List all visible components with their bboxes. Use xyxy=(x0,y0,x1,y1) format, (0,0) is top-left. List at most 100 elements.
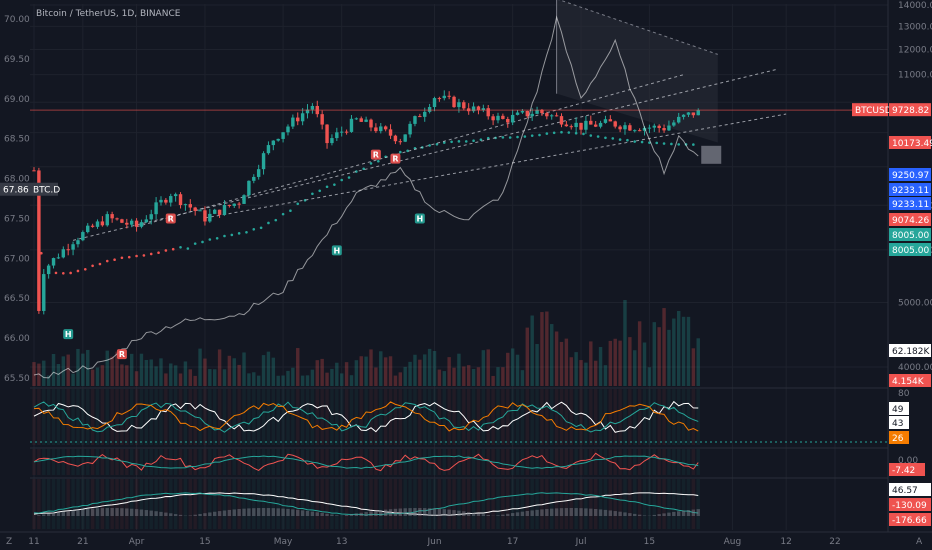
osc3-histogram-bar xyxy=(574,508,578,516)
pane-band xyxy=(281,479,285,529)
candle-body xyxy=(398,141,403,143)
ma-dot xyxy=(545,132,549,135)
pattern-marker xyxy=(165,213,176,224)
trendline xyxy=(136,74,684,228)
pane-band xyxy=(579,389,583,445)
pane-band xyxy=(486,389,490,445)
pane-band xyxy=(134,389,139,445)
ma-dot xyxy=(435,142,439,146)
osc3-histogram-bar xyxy=(71,510,75,516)
volume-bar xyxy=(217,349,222,386)
pane-band xyxy=(237,389,241,445)
candle-body xyxy=(188,204,193,208)
ma-dot xyxy=(640,140,644,144)
osc3-histogram-bar xyxy=(530,510,534,516)
pane-band xyxy=(657,479,661,529)
osc3-histogram-bar xyxy=(95,508,100,516)
pane-band xyxy=(208,389,212,445)
volume-bar xyxy=(613,338,617,386)
osc3-histogram-bar xyxy=(471,512,476,516)
candle-body xyxy=(579,122,583,130)
candle-body xyxy=(193,207,197,211)
candle-body xyxy=(633,130,637,132)
candle-body xyxy=(647,127,652,129)
pane-band xyxy=(276,389,280,445)
pane-band xyxy=(305,389,310,445)
volume-bar xyxy=(261,355,266,386)
pane-band xyxy=(496,389,500,445)
pane-band xyxy=(56,479,61,529)
pane-band xyxy=(325,389,329,445)
osc3-histogram-bar xyxy=(579,508,583,516)
candle-body xyxy=(310,105,315,110)
ma-dot xyxy=(83,267,87,271)
pane-band xyxy=(554,449,559,475)
pane-band xyxy=(530,449,534,475)
osc3-histogram-bar xyxy=(681,510,686,516)
osc3-histogram-bar xyxy=(442,509,446,516)
osc3-histogram-bar xyxy=(90,508,95,516)
candle-body xyxy=(369,119,373,128)
volume-bar xyxy=(652,322,656,386)
pane-band xyxy=(618,389,622,445)
candle-body xyxy=(335,132,339,139)
candle-body xyxy=(593,124,598,127)
pane-band xyxy=(442,389,446,445)
pane-band xyxy=(413,389,417,445)
volume-bar xyxy=(115,351,119,386)
volume-bar xyxy=(271,357,276,386)
pane-band xyxy=(491,479,495,529)
pane-band xyxy=(427,389,432,445)
candle-body xyxy=(481,108,486,111)
volume-bar xyxy=(120,364,124,386)
pattern-marker xyxy=(390,153,401,164)
price-badge xyxy=(889,197,931,210)
pane-band xyxy=(95,479,100,529)
pane-band xyxy=(408,479,412,529)
pane-band xyxy=(676,389,681,445)
pane-band xyxy=(203,449,207,475)
volume-bar xyxy=(647,367,652,386)
candle-body xyxy=(657,125,661,129)
volume-bar xyxy=(628,337,632,386)
volume-bar xyxy=(203,358,207,386)
volume-bar xyxy=(149,359,153,386)
volume-bar xyxy=(383,357,388,386)
pane-band xyxy=(584,449,588,475)
pane-band xyxy=(550,389,554,445)
volume-bar xyxy=(476,367,481,386)
ma-dot xyxy=(662,142,666,145)
ma-dot xyxy=(567,131,571,134)
candle-body xyxy=(359,118,363,122)
ma-dot xyxy=(530,134,534,137)
x-axis-tick: Apr xyxy=(129,537,145,547)
osc3-histogram-bar xyxy=(134,509,139,516)
candle-body xyxy=(457,102,461,108)
pane-band xyxy=(403,389,407,445)
pane-band xyxy=(540,389,544,445)
channel-top xyxy=(558,0,718,55)
ma-dot xyxy=(179,245,182,249)
btcd-name: BTC.D xyxy=(33,186,60,196)
tv-logo-icon: Z xyxy=(6,537,12,547)
left-axis-tick: 66.00 xyxy=(4,334,30,344)
pane-band xyxy=(208,449,212,475)
candle-body xyxy=(286,126,290,133)
pane-band xyxy=(51,479,56,529)
osc3-histogram-bar xyxy=(403,508,407,516)
osc3-histogram-bar xyxy=(593,508,598,516)
ma-dot xyxy=(259,226,263,230)
volume-bar xyxy=(100,365,105,386)
pattern-marker xyxy=(331,245,342,256)
btcd-line xyxy=(33,15,699,379)
volume-bar xyxy=(618,340,622,386)
pane-band xyxy=(227,479,232,529)
pane-band xyxy=(115,449,119,475)
ma-dot xyxy=(105,259,109,263)
pane-band xyxy=(120,479,124,529)
candle-body xyxy=(120,219,124,223)
volume-bar xyxy=(662,308,666,386)
candle-body xyxy=(374,127,378,132)
osc3-histogram-bar xyxy=(349,514,354,516)
